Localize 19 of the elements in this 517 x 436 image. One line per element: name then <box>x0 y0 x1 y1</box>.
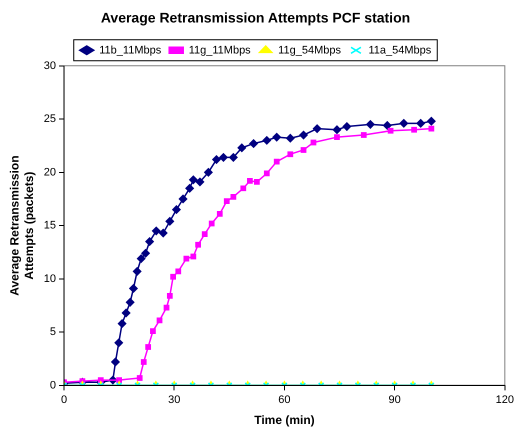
y-tick-label: 30 <box>44 60 56 72</box>
x-tick-label: 30 <box>168 394 180 406</box>
y-tick-label: 20 <box>44 166 56 178</box>
y-tick-label: 15 <box>44 220 56 232</box>
y-tick-label: 0 <box>50 379 56 392</box>
y-tick-label: 25 <box>44 113 56 126</box>
y-tick-label: 5 <box>50 326 56 338</box>
legend-label: 11g_54Mbps <box>278 44 342 56</box>
y-tick-label: 10 <box>44 272 56 285</box>
x-tick-label: 120 <box>496 394 514 406</box>
x-axis-title: Time (min) <box>254 413 315 428</box>
x-tick-label: 60 <box>278 394 291 406</box>
legend-label: 11a_54Mbps <box>368 44 432 56</box>
x-tick-label: 90 <box>388 394 401 406</box>
chart-title: Average Retransmission Attempts PCF station <box>100 9 410 26</box>
x-tick-label: 0 <box>60 394 68 406</box>
legend-label: 11b_11Mbps <box>99 44 162 56</box>
y-axis-title: Average Retransmission Attempts (packets) <box>8 155 36 296</box>
legend-label: 11g_11Mbps <box>188 44 252 56</box>
